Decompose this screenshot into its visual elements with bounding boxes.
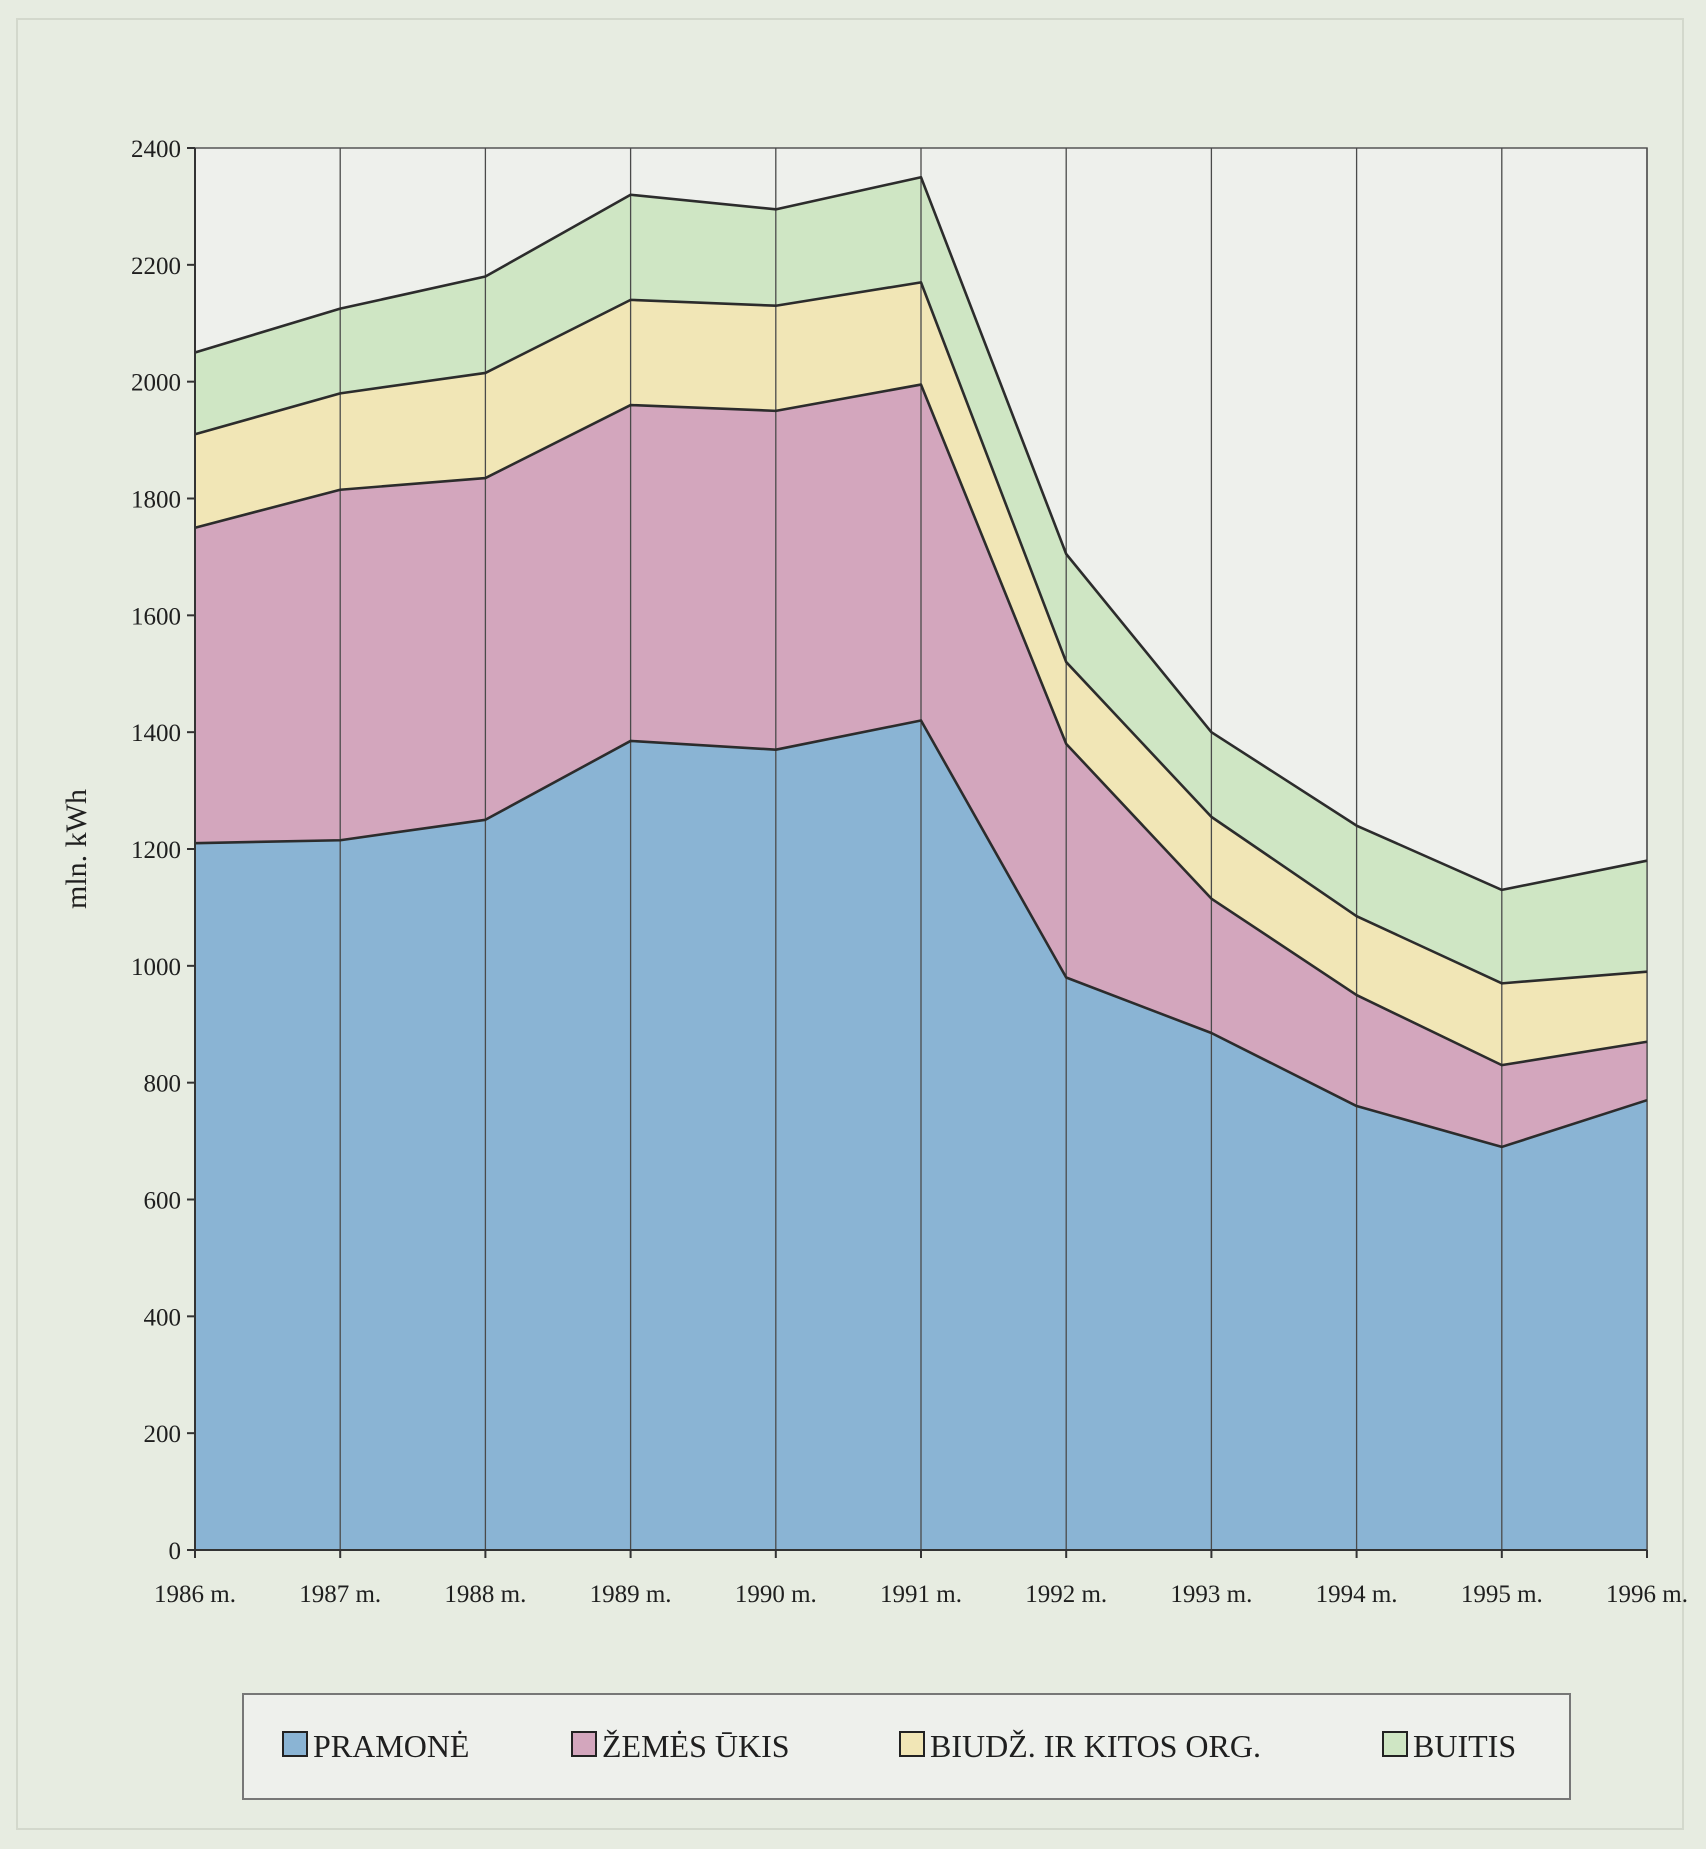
y-tick-label: 1200 <box>131 837 181 864</box>
legend-swatch <box>571 1731 597 1757</box>
series-line-zemes-ukis <box>194 383 1648 1067</box>
legend-label: ŽEMĖS ŪKIS <box>602 1728 790 1764</box>
x-tick-label: 1986 m. <box>154 1581 236 1608</box>
y-tick-label: 1600 <box>131 603 181 630</box>
series-line-biudz-ir-kitos-org <box>194 281 1648 985</box>
x-tick-label: 1996 m. <box>1606 1581 1688 1608</box>
y-tick-label: 800 <box>144 1071 182 1098</box>
y-tick-label: 2000 <box>131 370 181 397</box>
series-line-buitis <box>194 175 1648 892</box>
x-tick-label: 1993 m. <box>1170 1581 1252 1608</box>
y-tick-label: 200 <box>144 1421 182 1448</box>
legend-swatch <box>282 1731 308 1757</box>
x-tick-label: 1995 m. <box>1461 1581 1543 1608</box>
x-tick-label: 1989 m. <box>590 1581 672 1608</box>
y-tick-label: 0 <box>169 1538 182 1565</box>
legend-label: PRAMONĖ <box>313 1728 469 1764</box>
x-tick-label: 1988 m. <box>444 1581 526 1608</box>
y-tick-label: 1800 <box>131 487 181 514</box>
legend-item-zemes-ukis: ŽEMĖS ŪKIS <box>571 1728 790 1764</box>
vertical-gridlines <box>339 148 1648 1550</box>
x-tick-label: 1992 m. <box>1025 1581 1107 1608</box>
y-tick-label: 1400 <box>131 720 181 747</box>
legend-item-buitis: BUITIS <box>1382 1728 1516 1764</box>
y-tick-label: 400 <box>144 1304 182 1331</box>
page-frame <box>16 18 1684 1830</box>
series-line-pramone <box>194 719 1648 1149</box>
legend-swatch <box>1382 1731 1408 1757</box>
x-tick-label: 1994 m. <box>1316 1581 1398 1608</box>
x-tick-labels: 1986 m. 1987 m. 1988 m. 1989 m. 1990 m. 1991 … <box>154 1550 1688 1608</box>
y-tick-label: 2400 <box>131 136 181 163</box>
y-tick-labels: 0 200 400 600 800 1000 1200 1400 1600 1800 2000 220… <box>131 136 195 1565</box>
area-zemes-ukis <box>195 384 1647 1147</box>
area-buitis <box>195 177 1647 984</box>
legend-label: BUITIS <box>1413 1728 1516 1764</box>
area-biudz-ir-kitos-org <box>195 282 1647 1066</box>
legend-swatch <box>899 1731 925 1757</box>
y-tick-label: 2200 <box>131 253 181 280</box>
y-tick-label: 600 <box>144 1188 182 1215</box>
legend-label: BIUDŽ. IR KITOS ORG. <box>930 1728 1261 1764</box>
legend-item-biudz-ir-kitos-org: BIUDŽ. IR KITOS ORG. <box>899 1728 1261 1764</box>
x-tick-label: 1987 m. <box>299 1581 381 1608</box>
y-tick-label: 1000 <box>131 954 181 981</box>
x-tick-label: 1990 m. <box>735 1581 817 1608</box>
y-axis-title: mln. kWh <box>60 789 93 909</box>
series-boundary-lines <box>194 175 1648 1149</box>
x-tick-label: 1991 m. <box>880 1581 962 1608</box>
legend: PRAMONĖ ŽEMĖS ŪKIS BIUDŽ. IR KITOS ORG. BUI… <box>242 1693 1571 1800</box>
legend-item-pramone: PRAMONĖ <box>282 1728 469 1764</box>
